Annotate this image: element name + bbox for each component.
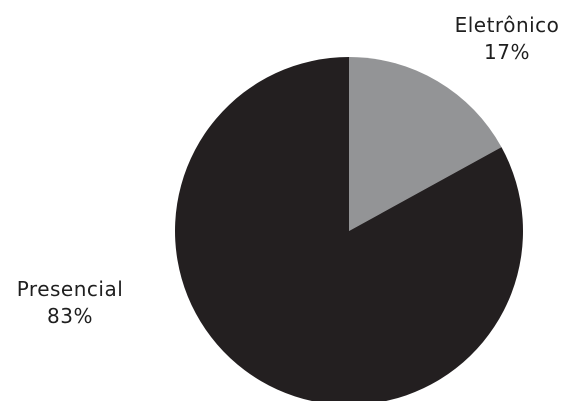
slice-percent-presencial: 83% bbox=[47, 304, 93, 328]
data-label-eletronico: Eletrônico 17% bbox=[448, 12, 566, 66]
slice-presencial bbox=[175, 57, 524, 401]
slice-name-eletronico: Eletrônico bbox=[454, 13, 560, 37]
slice-name-presencial: Presencial bbox=[16, 277, 124, 301]
slice-percent-eletronico: 17% bbox=[484, 40, 530, 64]
data-label-presencial: Presencial 83% bbox=[4, 276, 136, 330]
slice-eletronico bbox=[349, 57, 502, 231]
